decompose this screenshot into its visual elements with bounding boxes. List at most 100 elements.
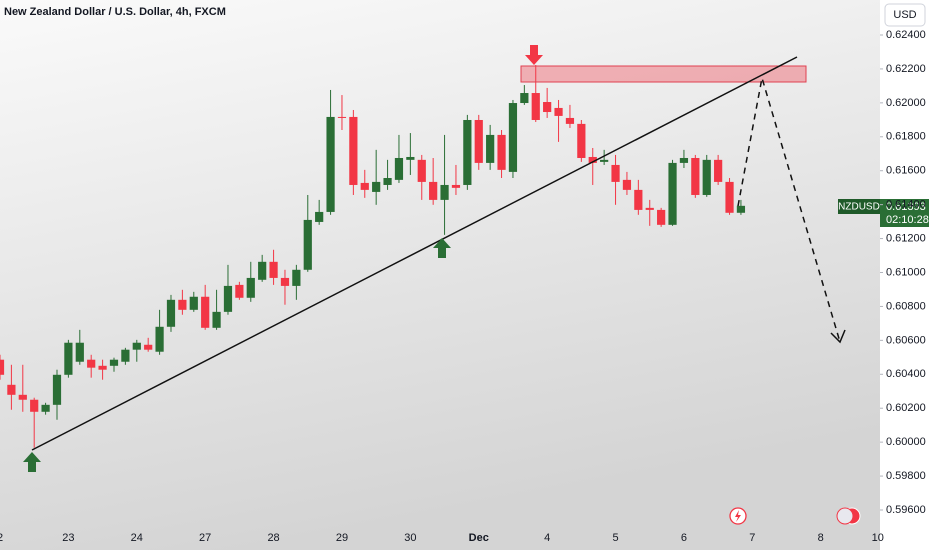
candle-body [337, 116, 347, 118]
candle-body [155, 326, 164, 352]
candle-body [18, 394, 27, 400]
candle-body [440, 184, 449, 200]
event-icon-bolt [735, 510, 741, 522]
candle-body [486, 134, 495, 163]
candle-body [41, 404, 50, 412]
candle-body [508, 103, 518, 172]
y-tick-label: 0.61200 [886, 232, 926, 244]
x-tick-label: 8 [818, 532, 824, 544]
candle-body [109, 359, 119, 366]
y-tick-label: 0.60800 [886, 300, 926, 312]
candle-body [315, 211, 324, 222]
candle-body [588, 156, 597, 163]
candle-body [0, 359, 5, 375]
currency-button[interactable] [884, 3, 926, 27]
y-tick-label: 0.62400 [886, 29, 926, 41]
y-tick-label: 0.62000 [886, 97, 926, 109]
candle-body [87, 359, 96, 368]
up-arrow [433, 238, 451, 258]
candle-body [189, 296, 198, 310]
candle-body [52, 374, 62, 405]
candle-body [223, 285, 233, 312]
x-tick-label: 10 [872, 532, 884, 544]
y-tick-label: 0.61000 [886, 266, 926, 278]
candle-body [7, 384, 16, 395]
candle-body [736, 205, 746, 213]
candle-body [394, 157, 404, 180]
candle-body [166, 299, 176, 327]
candle-body [543, 102, 552, 113]
candle-body [235, 284, 244, 298]
symbol-tag [838, 199, 880, 214]
x-tick-label: 6 [681, 532, 687, 544]
candle-body [383, 178, 392, 185]
candle-body [657, 209, 666, 225]
candle-body [634, 189, 643, 210]
candle-body [679, 157, 689, 163]
projection-arrowhead [830, 329, 846, 344]
currency-label: USD [893, 9, 916, 21]
y-tick-label: 0.61400 [886, 199, 926, 211]
x-tick-label: 7 [749, 532, 755, 544]
x-tick-label: 2 [0, 532, 3, 544]
resistance-zone [520, 65, 807, 83]
candle-body [577, 123, 586, 158]
candle-body [520, 93, 529, 104]
candles [0, 65, 746, 448]
candle-body [474, 119, 483, 163]
candle-body [292, 269, 301, 286]
candle-body [303, 219, 312, 270]
x-tick-label: 28 [267, 532, 279, 544]
down-arrow [525, 45, 543, 65]
x-tick-label: 24 [131, 532, 143, 544]
projection-path [737, 77, 841, 343]
symbol-label: NZDUSD [838, 202, 880, 213]
candle-body [429, 181, 438, 200]
last-price-label: 0.61393 [886, 201, 926, 213]
candle-body [531, 93, 540, 120]
candle-body [417, 159, 426, 182]
trendline [31, 56, 798, 451]
candle-body [64, 342, 73, 375]
candle-body [258, 261, 267, 280]
x-tick-label: Dec [469, 532, 489, 544]
y-tick-label: 0.61600 [886, 165, 926, 177]
y-tick-label: 0.60000 [886, 436, 926, 448]
candle-body [98, 365, 107, 370]
candle-body [463, 119, 472, 185]
candle-body [121, 349, 130, 362]
candle-body [212, 311, 221, 328]
candle-body [246, 277, 255, 298]
up-arrow [23, 452, 41, 472]
candle-body [554, 107, 563, 116]
x-tick-label: 30 [404, 532, 416, 544]
candle-body [600, 159, 609, 162]
y-tick-label: 0.61800 [886, 131, 926, 143]
candle-body [372, 181, 381, 192]
y-tick-label: 0.59600 [886, 504, 926, 516]
plot-background [0, 0, 880, 550]
candle-body [406, 156, 415, 160]
candle-body [349, 116, 358, 185]
candle-body [75, 342, 84, 362]
last-price-tag [880, 199, 929, 227]
x-tick-label: 5 [612, 532, 618, 544]
x-tick-label: 27 [199, 532, 211, 544]
candle-body [611, 164, 620, 182]
candle-body [725, 181, 734, 213]
y-tick-label: 0.60400 [886, 368, 926, 380]
x-tick-label: 29 [336, 532, 348, 544]
candle-body [622, 179, 632, 190]
candle-body [280, 277, 290, 286]
candle-body [451, 184, 461, 188]
y-tick-label: 0.60600 [886, 334, 926, 346]
y-tick-label: 0.62200 [886, 63, 926, 75]
chart-title: New Zealand Dollar / U.S. Dollar, 4h, FX… [4, 6, 226, 18]
candle-body [269, 261, 278, 278]
x-tick-label: 4 [544, 532, 550, 544]
candle-body [132, 342, 141, 350]
candle-body [326, 116, 335, 212]
news-icon[interactable] [836, 507, 854, 525]
x-tick-label: 23 [62, 532, 74, 544]
